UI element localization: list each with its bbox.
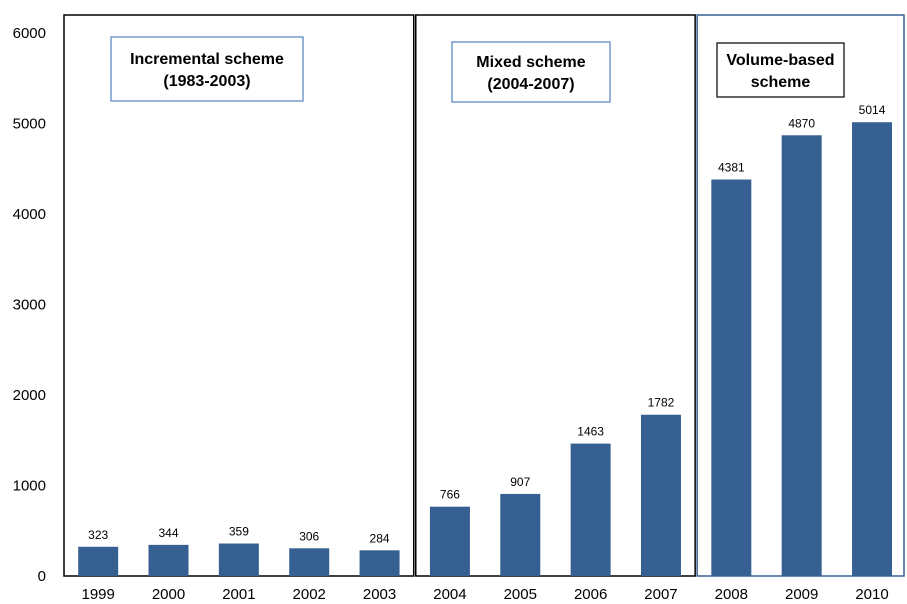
x-tick-label: 2003 — [363, 586, 396, 603]
x-tick-label: 2007 — [644, 586, 677, 603]
bar — [218, 543, 259, 576]
bar — [78, 546, 119, 576]
y-axis: 0 1000 2000 3000 4000 5000 6000 — [13, 25, 46, 585]
y-tick-label: 3000 — [13, 297, 46, 314]
bars — [78, 122, 893, 576]
data-label: 323 — [88, 528, 108, 542]
scheme-annotations: Incremental scheme (1983-2003) Mixed schem… — [110, 36, 845, 103]
y-tick-label: 4000 — [13, 206, 46, 223]
annotation-text: Volume-based — [726, 52, 834, 69]
y-tick-label: 1000 — [13, 478, 46, 495]
data-label: 766 — [440, 488, 460, 502]
region-box — [415, 14, 696, 577]
bar — [148, 544, 189, 576]
data-label: 5014 — [859, 103, 886, 117]
bar — [781, 135, 822, 576]
y-tick-label: 5000 — [13, 116, 46, 133]
annotation-box: Mixed scheme (2004-2007) — [451, 41, 611, 103]
annotation-text: Incremental scheme — [130, 51, 284, 68]
data-label: 1463 — [577, 425, 604, 439]
data-label: 284 — [370, 531, 390, 545]
y-tick-label: 0 — [38, 568, 46, 585]
bar — [359, 550, 400, 576]
data-label: 1782 — [648, 396, 675, 410]
data-label: 907 — [510, 475, 530, 489]
data-labels: 323 344 359 306 284 766 907 1463 1782 4381 4870 501… — [88, 103, 886, 545]
bar — [852, 122, 893, 576]
annotation-text: (1983-2003) — [163, 73, 250, 90]
y-tick-label: 6000 — [13, 25, 46, 42]
bar — [429, 506, 470, 576]
x-tick-label: 2000 — [152, 586, 185, 603]
bar — [500, 493, 541, 576]
bar — [289, 548, 330, 576]
x-tick-label: 2005 — [504, 586, 537, 603]
annotation-text: Mixed scheme — [476, 54, 585, 71]
x-axis: 1999 2000 2001 2002 2003 2004 2005 2006 2007 2008… — [81, 586, 888, 603]
y-tick-label: 2000 — [13, 387, 46, 404]
data-label: 344 — [159, 526, 179, 540]
x-tick-label: 1999 — [81, 586, 114, 603]
annotation-text: scheme — [751, 74, 811, 91]
x-tick-label: 2001 — [222, 586, 255, 603]
data-label: 4870 — [788, 116, 815, 130]
annotation-box: Volume-based scheme — [716, 42, 845, 98]
bar — [711, 179, 752, 576]
data-label: 306 — [299, 529, 319, 543]
x-tick-label: 2004 — [433, 586, 466, 603]
x-tick-label: 2006 — [574, 586, 607, 603]
annotation-box: Incremental scheme (1983-2003) — [110, 36, 304, 102]
x-tick-label: 2008 — [715, 586, 748, 603]
data-label: 4381 — [718, 161, 745, 175]
annotation-text: (2004-2007) — [487, 76, 574, 93]
x-tick-label: 2002 — [293, 586, 326, 603]
bar — [570, 443, 611, 576]
x-tick-label: 2009 — [785, 586, 818, 603]
bar — [640, 414, 681, 576]
data-label: 359 — [229, 525, 249, 539]
x-tick-label: 2010 — [855, 586, 888, 603]
